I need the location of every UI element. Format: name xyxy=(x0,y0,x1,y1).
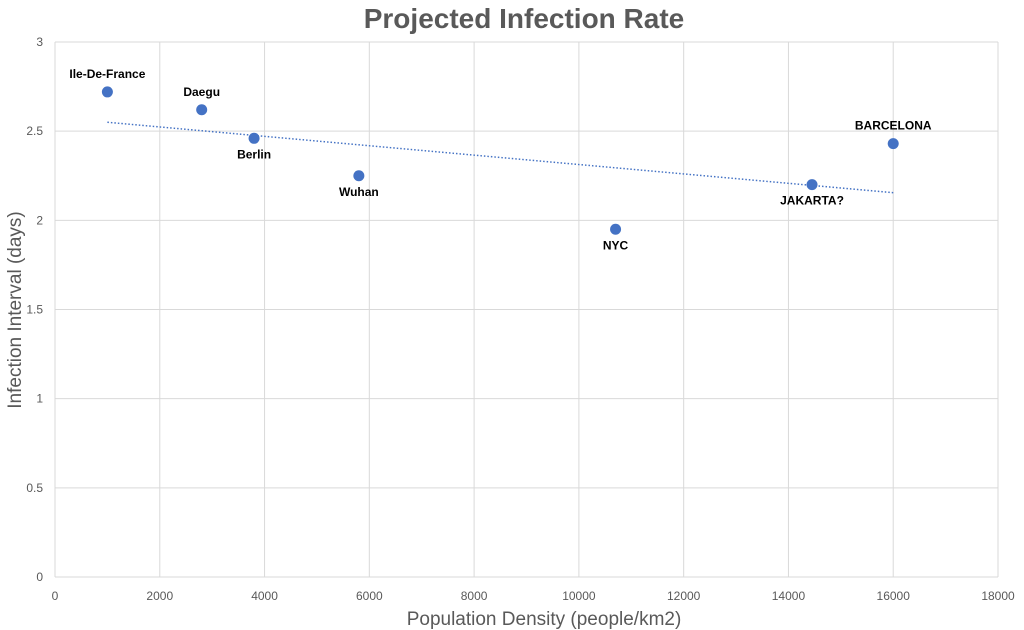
y-tick-label: 2 xyxy=(36,213,43,227)
x-tick-label: 6000 xyxy=(356,589,383,603)
data-point-nyc xyxy=(610,223,622,235)
data-point-daegu xyxy=(196,104,208,116)
trendline xyxy=(107,121,894,194)
y-tick-label: 0.5 xyxy=(26,481,43,495)
data-point-barcelona xyxy=(887,138,899,150)
data-label-wuhan: Wuhan xyxy=(339,185,379,199)
x-axis-title: Population Density (people/km2) xyxy=(407,609,682,630)
x-tick-label: 18000 xyxy=(981,589,1015,603)
data-point-ile-de-france xyxy=(101,86,113,98)
data-point-berlin xyxy=(248,132,260,144)
y-tick-label: 1.5 xyxy=(26,303,43,317)
y-tick-label: 1 xyxy=(36,392,43,406)
y-tick-label: 2.5 xyxy=(26,124,43,138)
data-label-jakarta: JAKARTA? xyxy=(780,194,844,208)
y-tick-label: 0 xyxy=(36,570,43,584)
data-labels: Ile-De-France Daegu Berlin Wuhan NYC JAKARTA?… xyxy=(69,67,932,252)
data-point-jakarta xyxy=(806,179,818,191)
x-axis-ticks: 0 2000 4000 6000 8000 10000 12000 14000 16000 180… xyxy=(52,589,1015,603)
data-label-ile-de-france: Ile-De-France xyxy=(69,67,145,81)
grid-layer xyxy=(54,41,999,578)
data-label-barcelona: BARCELONA xyxy=(855,119,932,133)
data-label-daegu: Daegu xyxy=(183,85,220,99)
x-tick-label: 0 xyxy=(52,589,59,603)
data-points xyxy=(101,86,899,235)
x-tick-label: 16000 xyxy=(877,589,911,603)
y-axis-ticks: 0 0.5 1 1.5 2 2.5 3 xyxy=(26,35,43,584)
chart-title: Projected Infection Rate xyxy=(364,3,685,34)
data-point-wuhan xyxy=(353,170,365,182)
x-tick-label: 12000 xyxy=(667,589,701,603)
x-tick-label: 14000 xyxy=(772,589,806,603)
data-label-berlin: Berlin xyxy=(237,147,271,161)
y-tick-label: 3 xyxy=(36,35,43,49)
data-label-nyc: NYC xyxy=(603,238,629,252)
y-axis-title: Infection Interval (days) xyxy=(5,211,26,408)
x-tick-label: 2000 xyxy=(146,589,173,603)
x-tick-label: 4000 xyxy=(251,589,278,603)
x-tick-label: 10000 xyxy=(562,589,596,603)
x-tick-label: 8000 xyxy=(461,589,488,603)
